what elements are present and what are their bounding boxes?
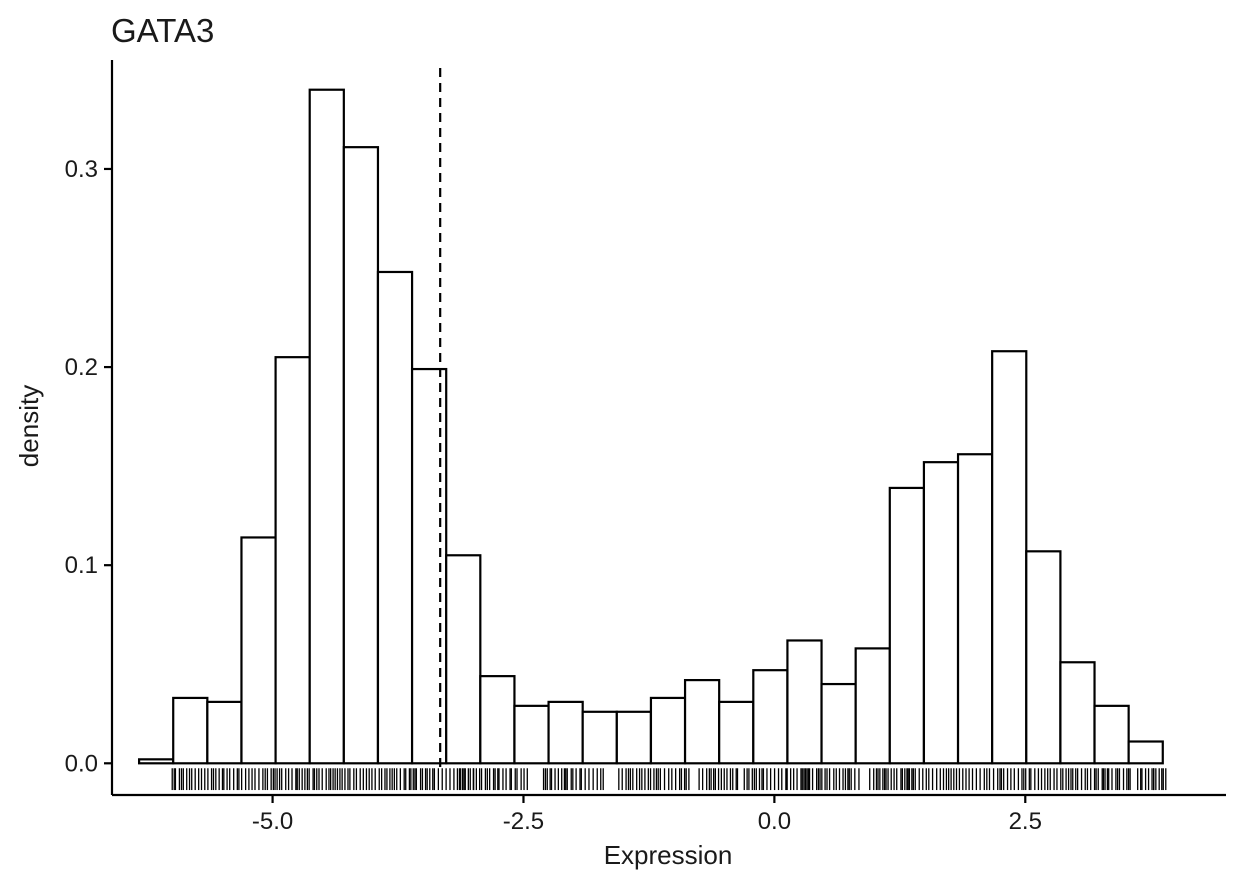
- chart-title: GATA3: [111, 12, 214, 49]
- histogram-bar-4: [240, 536, 277, 765]
- y-tick-label: 0.3: [65, 156, 98, 183]
- histogram-bar-8: [376, 270, 414, 765]
- y-tick-label: 0.2: [65, 354, 98, 381]
- histogram-bar-14: [581, 710, 618, 765]
- histogram-bar-3: [206, 700, 243, 765]
- histogram-bar-5: [274, 356, 311, 765]
- histogram-bar-15: [615, 710, 653, 765]
- rug-plot: [171, 768, 1167, 791]
- x-tick-label: -5.0: [252, 808, 293, 835]
- x-tick-label: 0.0: [758, 808, 791, 835]
- x-tick-label: -2.5: [503, 808, 544, 835]
- histogram-bar-12: [513, 704, 550, 765]
- histogram-bar-18: [718, 700, 755, 765]
- y-tick-label: 0.0: [65, 750, 98, 777]
- histogram-bar-24: [922, 461, 960, 765]
- y-tick-label: 0.1: [65, 552, 98, 579]
- histogram-bar-19: [752, 669, 789, 765]
- histogram-bar-29: [1093, 704, 1130, 765]
- histogram-bar-16: [649, 696, 687, 765]
- histogram-bar-22: [854, 647, 891, 765]
- histogram-bar-17: [683, 678, 721, 765]
- histogram-bar-6: [308, 88, 345, 765]
- histogram-bar-1: [137, 758, 175, 765]
- histogram-bar-13: [547, 700, 584, 765]
- x-axis-label: Expression: [604, 840, 733, 870]
- histogram-bar-2: [172, 696, 209, 765]
- histogram-bar-23: [888, 486, 926, 765]
- histogram-bar-25: [956, 453, 994, 765]
- histogram-bars: [137, 88, 1164, 765]
- axes: 0.0 0.1 0.2 0.3 -5.0 -2.5 0.0 2.5: [65, 60, 1226, 835]
- x-tick-label: 2.5: [1009, 808, 1042, 835]
- histogram-bar-7: [342, 146, 380, 765]
- histogram-bar-21: [820, 682, 857, 765]
- histogram-bar-26: [991, 350, 1028, 765]
- histogram-bar-11: [479, 675, 516, 765]
- histogram-bar-28: [1059, 661, 1096, 765]
- histogram-bar-10: [445, 554, 482, 765]
- histogram-bar-27: [1025, 550, 1062, 765]
- y-axis-label: density: [14, 385, 44, 467]
- histogram-bar-30: [1127, 740, 1164, 765]
- histogram-bar-20: [786, 639, 823, 765]
